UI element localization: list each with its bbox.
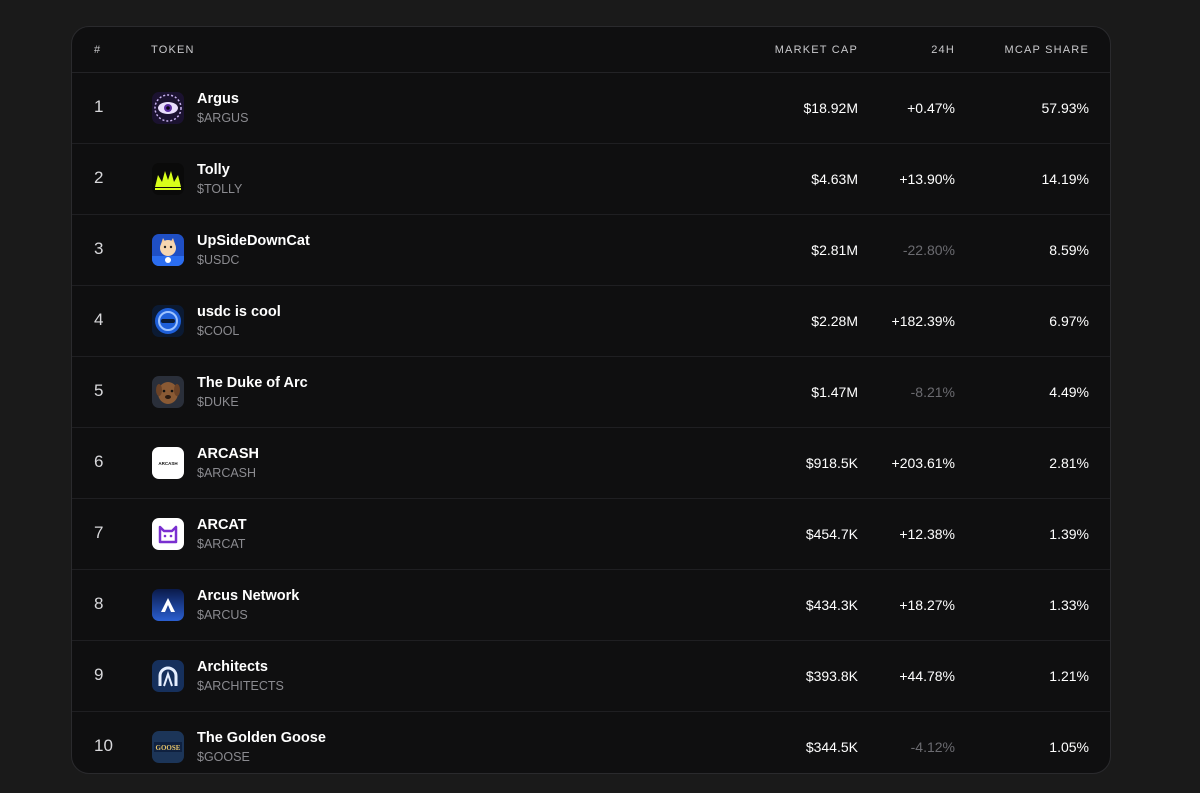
argus-eye-icon — [152, 92, 184, 124]
change-24h-value: +12.38% — [899, 526, 955, 542]
mcap-share-value: 6.97% — [1049, 313, 1089, 329]
token-symbol: $ARCASH — [197, 466, 257, 480]
market-cap-value: $2.81M — [811, 242, 858, 258]
token-name[interactable]: Architects — [197, 659, 268, 675]
market-cap-value: $454.7K — [805, 526, 858, 542]
token-name[interactable]: Argus — [197, 91, 239, 107]
mcap-share-value: 14.19% — [1041, 171, 1089, 187]
token-name[interactable]: The Golden Goose — [197, 730, 326, 746]
header-token[interactable]: TOKEN — [151, 44, 195, 56]
svg-text:ARCASH: ARCASH — [158, 461, 177, 466]
token-symbol: $ARCAT — [197, 537, 246, 551]
table-row[interactable]: 9 Architects $ARCHITECTS $393.8K +44.78%… — [72, 641, 1110, 712]
change-24h-value: +203.61% — [891, 455, 955, 471]
cat-icon — [152, 234, 184, 266]
table-row[interactable]: 10 GOOSE The Golden Goose $GOOSE $344.5K… — [72, 712, 1110, 773]
mcap-share-value: 1.39% — [1049, 526, 1089, 542]
token-symbol: $DUKE — [197, 395, 239, 409]
mcap-share-value: 4.49% — [1049, 384, 1089, 400]
mcap-share-value: 2.81% — [1049, 455, 1089, 471]
market-cap-value: $18.92M — [803, 100, 858, 116]
table-row[interactable]: 8 Arcus Network $ARCUS $434.3K +18.27% 1… — [72, 570, 1110, 641]
change-24h-value: +0.47% — [907, 100, 955, 116]
token-symbol: $TOLLY — [197, 182, 243, 196]
svg-text:GOOSE: GOOSE — [156, 744, 181, 752]
table-row[interactable]: 4 usdc is cool $COOL $2.28M +182.39% 6.9… — [72, 286, 1110, 357]
table-row[interactable]: 1 Argus $ARGUS $18.92M +0.47% 57.93% — [72, 73, 1110, 144]
market-cap-value: $434.3K — [805, 597, 858, 613]
architects-icon — [152, 660, 184, 692]
change-24h-value: +13.90% — [899, 171, 955, 187]
token-table: # TOKEN MARKET CAP 24H MCAP SHARE 1 Argu… — [71, 26, 1111, 774]
goose-icon: GOOSE — [152, 731, 184, 763]
row-rank: 9 — [94, 665, 104, 684]
market-cap-value: $1.47M — [811, 384, 858, 400]
row-rank: 1 — [94, 97, 104, 116]
market-cap-value: $393.8K — [805, 668, 858, 684]
token-symbol: $COOL — [197, 324, 240, 338]
change-24h-value: +44.78% — [899, 668, 955, 684]
change-24h-value: -4.12% — [910, 739, 955, 755]
mcap-share-value: 57.93% — [1041, 100, 1089, 116]
tolly-crown-icon — [152, 163, 184, 195]
row-rank: 5 — [94, 381, 104, 400]
header-market-cap[interactable]: MARKET CAP — [774, 44, 858, 56]
token-name[interactable]: ARCAT — [197, 517, 247, 533]
token-name[interactable]: UpSideDownCat — [197, 233, 310, 249]
table-header: # TOKEN MARKET CAP 24H MCAP SHARE — [72, 27, 1110, 73]
token-name[interactable]: usdc is cool — [197, 304, 281, 320]
header-rank[interactable]: # — [94, 44, 102, 56]
token-name[interactable]: Arcus Network — [197, 588, 300, 604]
change-24h-value: +18.27% — [899, 597, 955, 613]
table-row[interactable]: 5 The Duke of Arc $DUKE $1.47M -8.21% 4.… — [72, 357, 1110, 428]
arcus-icon — [152, 589, 184, 621]
mcap-share-value: 1.33% — [1049, 597, 1089, 613]
row-rank: 3 — [94, 239, 104, 258]
change-24h-value: -22.80% — [902, 242, 955, 258]
cool-coin-icon — [152, 305, 184, 337]
table-row[interactable]: 2 Tolly $TOLLY $4.63M +13.90% 14.19% — [72, 144, 1110, 215]
mcap-share-value: 8.59% — [1049, 242, 1089, 258]
header-mcap-share[interactable]: MCAP SHARE — [1004, 44, 1089, 56]
token-symbol: $GOOSE — [197, 750, 250, 764]
token-name[interactable]: Tolly — [197, 162, 230, 178]
row-rank: 10 — [94, 736, 113, 755]
market-cap-value: $344.5K — [805, 739, 858, 755]
arcat-icon — [152, 518, 184, 550]
market-cap-value: $918.5K — [805, 455, 858, 471]
mcap-share-value: 1.21% — [1049, 668, 1089, 684]
token-symbol: $ARCUS — [197, 608, 248, 622]
table-row[interactable]: 3 UpSideDownCat $USDC $2.81M -22.80% 8.5… — [72, 215, 1110, 286]
row-rank: 7 — [94, 523, 104, 542]
change-24h-value: -8.21% — [910, 384, 955, 400]
table-row[interactable]: 6 ARCASH ARCASH $ARCASH $918.5K +203.61%… — [72, 428, 1110, 499]
token-symbol: $USDC — [197, 253, 240, 267]
row-rank: 8 — [94, 594, 104, 613]
row-rank: 6 — [94, 452, 104, 471]
token-name[interactable]: The Duke of Arc — [197, 375, 308, 391]
change-24h-value: +182.39% — [891, 313, 955, 329]
market-cap-value: $2.28M — [811, 313, 858, 329]
token-symbol: $ARCHITECTS — [197, 679, 284, 693]
header-24h[interactable]: 24H — [931, 44, 955, 56]
mcap-share-value: 1.05% — [1049, 739, 1089, 755]
dog-icon — [152, 376, 184, 408]
table-row[interactable]: 7 ARCAT $ARCAT $454.7K +12.38% 1.39% — [72, 499, 1110, 570]
market-cap-value: $4.63M — [811, 171, 858, 187]
token-symbol: $ARGUS — [197, 111, 249, 125]
arcash-icon: ARCASH — [152, 447, 184, 479]
token-name[interactable]: ARCASH — [197, 446, 260, 462]
row-rank: 4 — [94, 310, 104, 329]
row-rank: 2 — [94, 168, 104, 187]
